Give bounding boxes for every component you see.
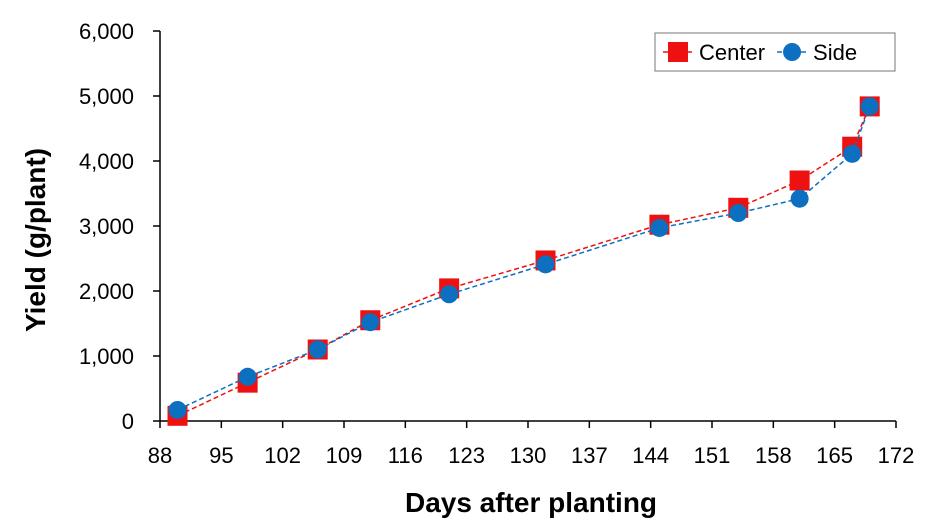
side-point	[536, 255, 555, 274]
x-tick-label: 88	[148, 443, 172, 468]
side-point	[790, 189, 809, 208]
side-point	[361, 313, 380, 332]
legend-marker-center	[668, 42, 688, 62]
y-tick-label: 0	[122, 409, 134, 434]
y-tick-label: 5,000	[79, 84, 134, 109]
x-tick-label: 144	[632, 443, 669, 468]
x-tick-label: 172	[878, 443, 915, 468]
side-point	[238, 367, 257, 386]
x-tick-label: 95	[209, 443, 233, 468]
y-tick-label: 4,000	[79, 149, 134, 174]
legend: Center Side	[654, 32, 896, 72]
y-tick-label: 6,000	[79, 19, 134, 44]
y-axis-title: Yield (g/plant)	[20, 148, 51, 332]
center-point	[789, 170, 810, 191]
x-tick-label: 158	[755, 443, 792, 468]
x-tick-label: 130	[510, 443, 547, 468]
series-line-center	[177, 106, 871, 417]
series-line-side	[177, 106, 871, 411]
x-axis-title: Days after planting	[405, 487, 657, 518]
side-point	[440, 285, 459, 304]
side-point	[168, 400, 187, 419]
x-tick-label: 151	[694, 443, 731, 468]
x-tick-label: 123	[448, 443, 485, 468]
x-tick-label: 102	[264, 443, 301, 468]
legend-marker-side	[783, 43, 802, 61]
legend-label-center: Center	[699, 40, 765, 65]
legend-box	[654, 32, 896, 72]
x-tick-label: 165	[816, 443, 853, 468]
side-point	[729, 204, 748, 222]
y-tick-label: 2,000	[79, 279, 134, 304]
side-point	[650, 218, 669, 237]
series-layer	[167, 96, 880, 426]
side-point	[843, 144, 862, 163]
legend-label-side: Side	[813, 40, 857, 65]
y-tick-label: 3,000	[79, 214, 134, 239]
axes: 0 1,000 2,000 3,000 4,000 5,000 6,000 88 95 102 10…	[79, 19, 914, 468]
side-point	[308, 340, 327, 359]
y-tick-label: 1,000	[79, 344, 134, 369]
x-tick-label: 137	[571, 443, 608, 468]
x-tick-label: 109	[326, 443, 363, 468]
x-tick-label: 116	[388, 443, 423, 468]
side-point	[860, 97, 879, 116]
